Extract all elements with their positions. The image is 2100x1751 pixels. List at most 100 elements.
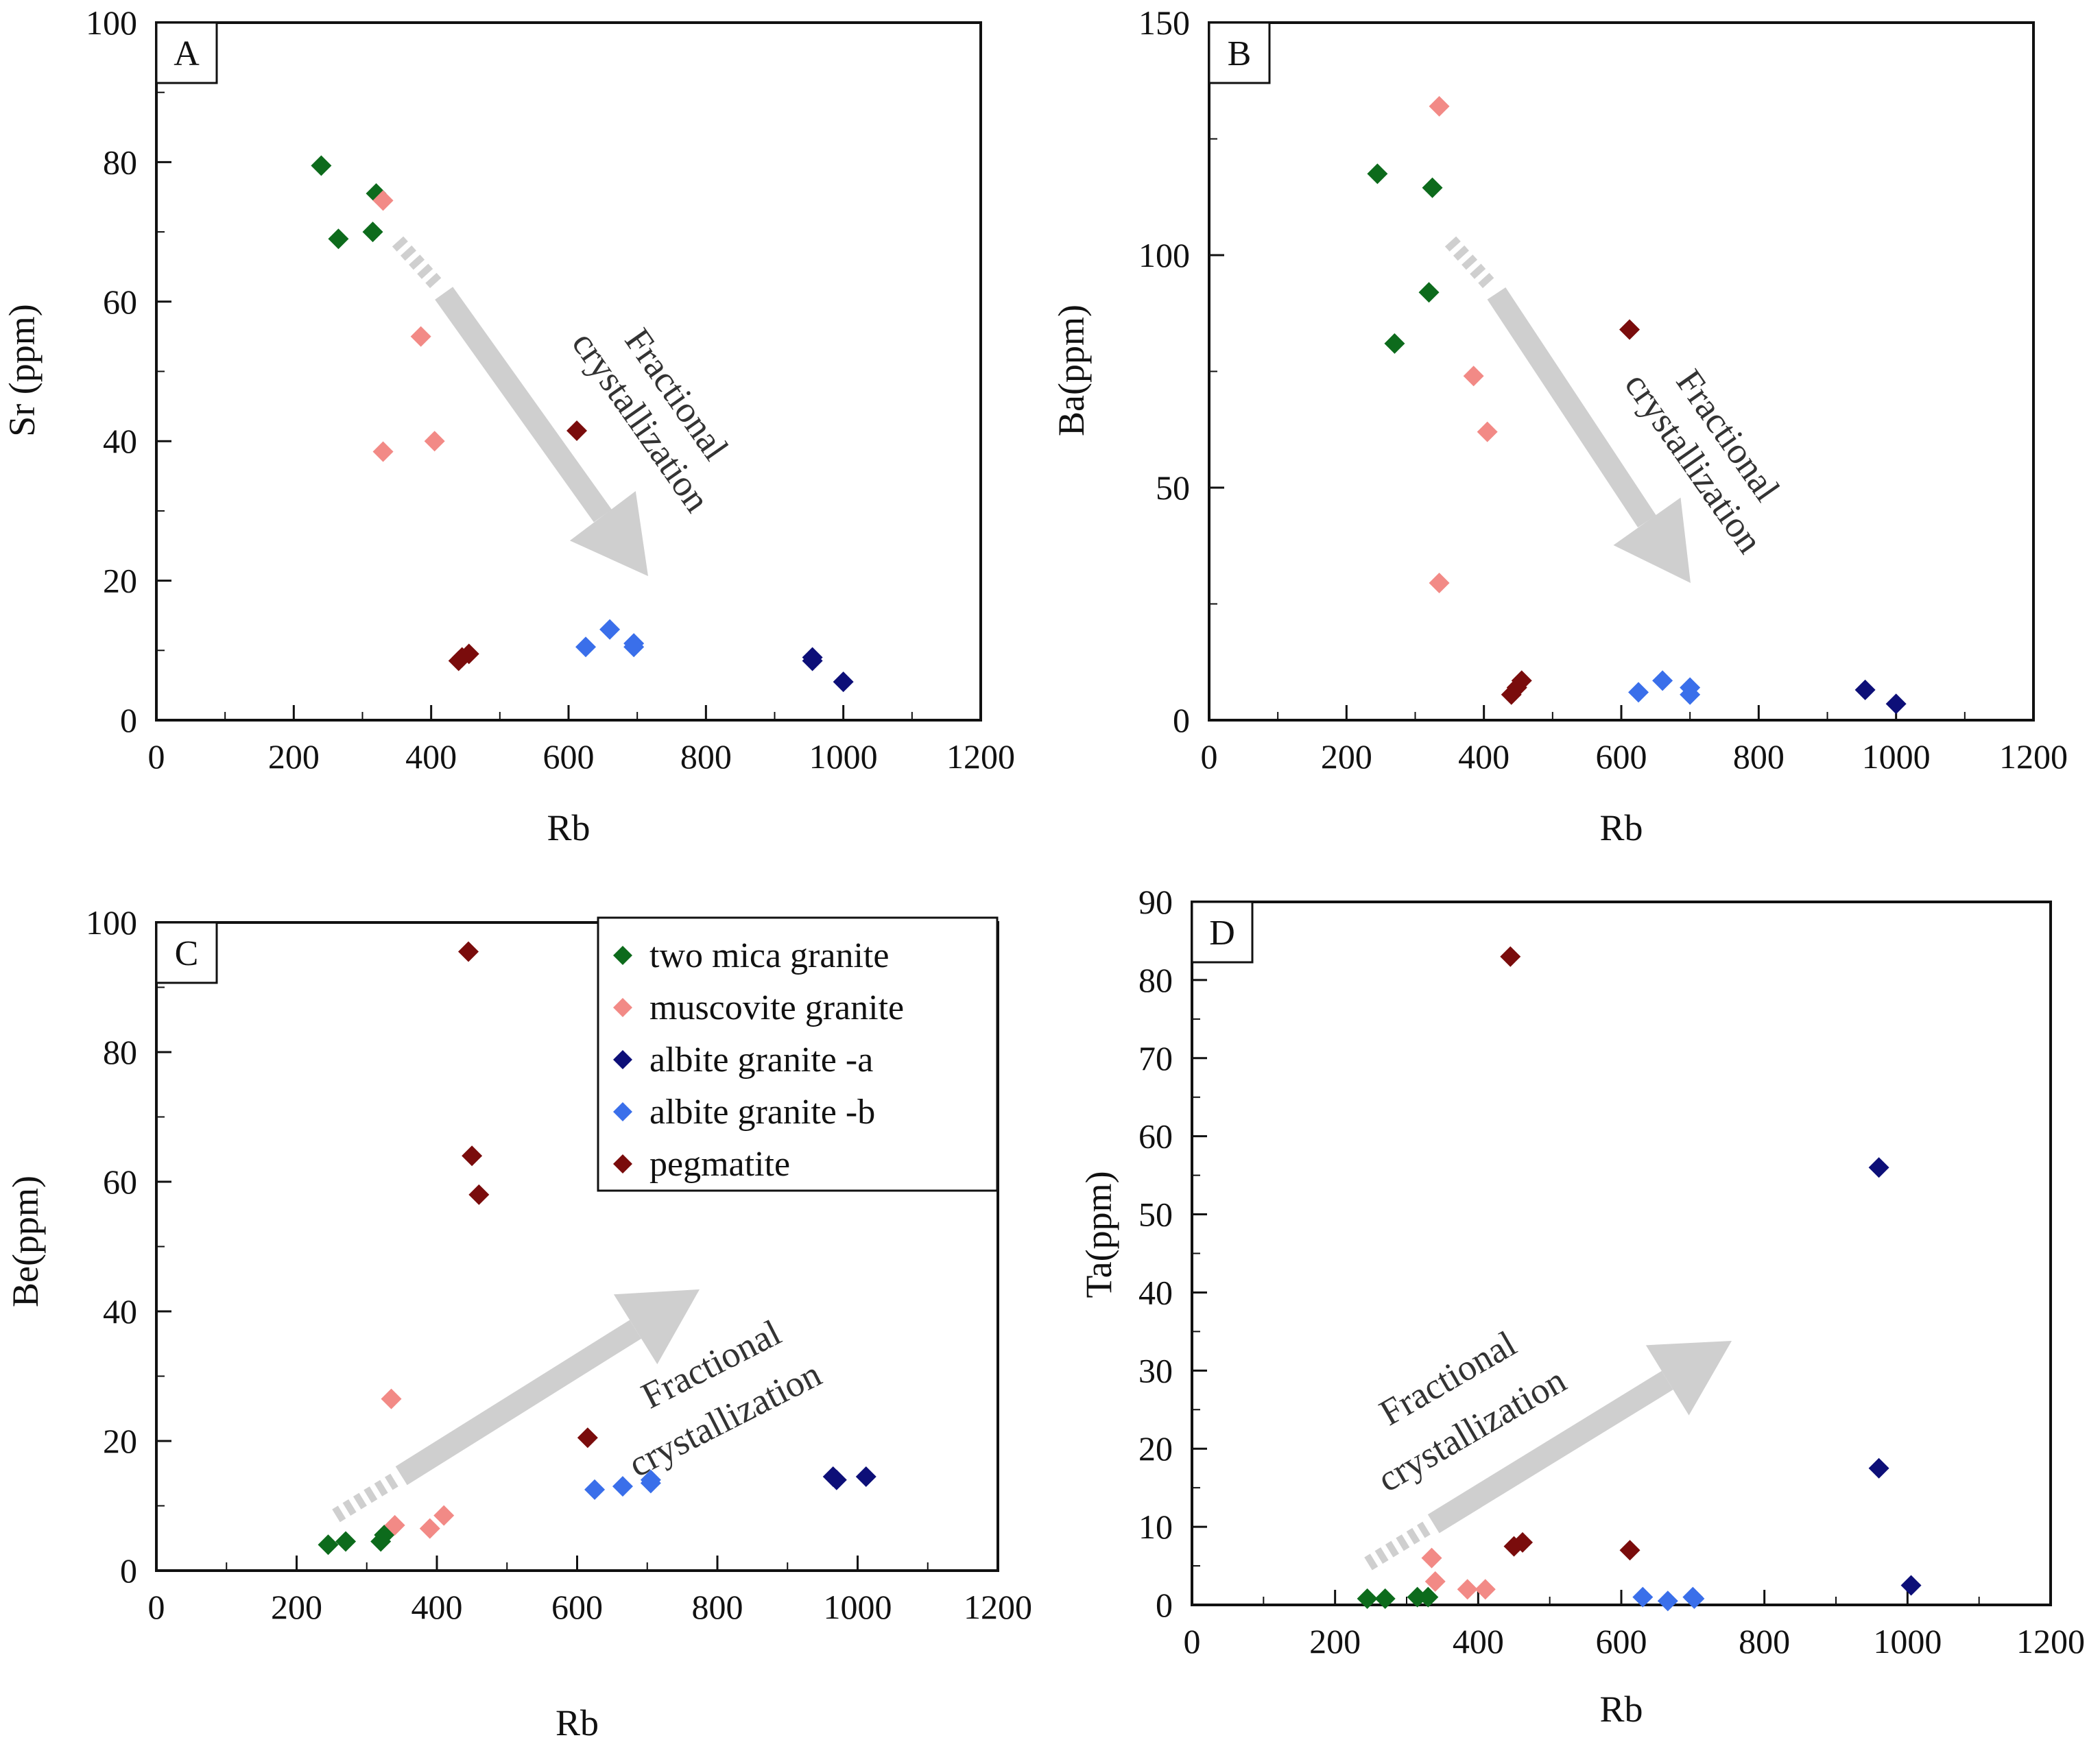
legend-entry-albite-granite-a: albite granite -a bbox=[613, 1040, 873, 1080]
data-point-two-mica bbox=[1384, 333, 1405, 354]
data-point-two-mica bbox=[1418, 1586, 1439, 1608]
legend-label-albite-granite-a: albite granite -a bbox=[649, 1040, 873, 1080]
y-tick-label: 60 bbox=[103, 283, 137, 321]
data-point-albite-a bbox=[802, 650, 823, 671]
x-tick-label: 1200 bbox=[1999, 737, 2068, 776]
panel-b: 0 200 400 600 800 1000 1200 0 50 100 150 B Rb Ba(p… bbox=[1051, 3, 2068, 848]
y-tick-label: 20 bbox=[103, 562, 137, 600]
trend-arrow-tail bbox=[392, 236, 445, 292]
data-point-muscovite bbox=[372, 190, 394, 211]
data-point-muscovite bbox=[1424, 1571, 1446, 1592]
panel-a-ticks: 0 200 400 600 800 1000 1200 0 20 40 60 80 100 bbox=[86, 3, 1015, 776]
y-tick-label: 80 bbox=[103, 1033, 137, 1071]
x-tick-label: 400 bbox=[1453, 1622, 1504, 1660]
data-point-muscovite bbox=[372, 441, 394, 462]
trend-arrow-shaft bbox=[435, 287, 612, 523]
data-point-pegmatite bbox=[458, 643, 479, 665]
panel-d-xlabel: Rb bbox=[1599, 1689, 1643, 1730]
y-tick-label: 150 bbox=[1138, 3, 1190, 42]
trend-arrow-head bbox=[569, 491, 648, 576]
y-tick-label: 40 bbox=[103, 422, 137, 460]
data-point-pegmatite bbox=[462, 1145, 483, 1167]
legend-marker-two-mica-granite bbox=[613, 946, 632, 965]
y-tick-label: 10 bbox=[1138, 1508, 1173, 1546]
x-tick-label: 0 bbox=[1184, 1622, 1201, 1660]
data-point-albite-b bbox=[1628, 682, 1649, 703]
panel-d-ticks: 0 200 400 600 800 1000 1200 0 10 20 30 40 50 60 70 80 90 bbox=[1138, 883, 2085, 1660]
data-point-pegmatite bbox=[566, 420, 588, 441]
data-point-muscovite bbox=[1429, 96, 1450, 117]
data-point-pegmatite bbox=[458, 941, 479, 962]
legend-marker-pegmatite bbox=[613, 1154, 632, 1174]
trend-arrow-head bbox=[1613, 497, 1691, 583]
data-point-albite-b bbox=[584, 1479, 606, 1500]
panel-c-letter-box: C bbox=[155, 921, 218, 984]
x-tick-label: 1000 bbox=[809, 737, 878, 776]
panel-a: 0 200 400 600 800 1000 1200 0 20 40 60 80 100 A Rb S… bbox=[1, 3, 1015, 848]
data-point-two-mica bbox=[1407, 1586, 1428, 1608]
legend-marker-albite-granite-a bbox=[613, 1050, 632, 1069]
data-point-two-mica bbox=[318, 1534, 339, 1556]
legend: two mica granite muscovite granite albit… bbox=[597, 916, 999, 1192]
legend-entry-two-mica-granite: two mica granite bbox=[613, 936, 889, 975]
data-point-two-mica bbox=[1357, 1588, 1378, 1609]
panel-d: 0 200 400 600 800 1000 1200 0 10 20 30 40 50 60 70 80 90… bbox=[1078, 883, 2085, 1730]
x-tick-label: 200 bbox=[1321, 737, 1372, 776]
y-tick-label: 50 bbox=[1156, 468, 1190, 507]
x-tick-label: 0 bbox=[148, 737, 165, 776]
panel-a-letter-box: A bbox=[155, 21, 218, 84]
data-point-muscovite bbox=[419, 1518, 440, 1539]
data-point-pegmatite bbox=[1619, 319, 1640, 340]
y-tick-label: 0 bbox=[1156, 1586, 1173, 1624]
x-tick-label: 400 bbox=[405, 737, 457, 776]
panel-a-trend-arrow bbox=[392, 236, 648, 576]
trend-arrow-shaft bbox=[1487, 287, 1656, 528]
data-point-albite-a bbox=[1900, 1575, 1922, 1596]
data-point-albite-b bbox=[575, 636, 597, 658]
x-tick-label: 800 bbox=[1739, 1622, 1790, 1660]
y-tick-label: 40 bbox=[1138, 1273, 1173, 1311]
data-point-two-mica bbox=[1422, 177, 1443, 198]
data-point-albite-a bbox=[855, 1466, 876, 1487]
legend-frame bbox=[597, 916, 999, 1192]
data-point-muscovite bbox=[1463, 366, 1484, 387]
panel-d-frame bbox=[1191, 901, 2052, 1606]
panel-a-frame bbox=[155, 21, 982, 722]
legend-label-pegmatite: pegmatite bbox=[649, 1145, 790, 1184]
panel-c: 0 200 400 600 800 1000 1200 0 20 40 60 80 100 C Rb B… bbox=[5, 903, 1032, 1743]
panel-d-letter: D bbox=[1209, 914, 1235, 953]
y-tick-label: 20 bbox=[1138, 1429, 1173, 1468]
data-point-albite-b bbox=[1652, 670, 1673, 691]
legend-label-muscovite-granite: muscovite granite bbox=[649, 988, 904, 1027]
panel-b-points bbox=[1367, 96, 1907, 715]
data-point-pegmatite bbox=[577, 1427, 598, 1449]
panel-c-trend-arrow bbox=[332, 1289, 700, 1523]
panel-b-frame bbox=[1208, 21, 2035, 722]
data-point-albite-a bbox=[1868, 1457, 1889, 1479]
panel-b-trend-arrow bbox=[1444, 236, 1691, 583]
data-point-albite-b bbox=[1684, 1588, 1705, 1609]
data-point-albite-b bbox=[1680, 684, 1701, 705]
x-tick-label: 0 bbox=[1201, 737, 1218, 776]
y-tick-label: 60 bbox=[103, 1163, 137, 1201]
data-point-muscovite bbox=[1429, 572, 1450, 593]
legend-entry-pegmatite: pegmatite bbox=[613, 1145, 790, 1184]
panel-c-points bbox=[318, 941, 876, 1556]
x-tick-label: 800 bbox=[692, 1588, 743, 1626]
panel-d-letter-box: D bbox=[1191, 901, 1254, 964]
panel-a-points bbox=[311, 155, 854, 693]
x-tick-label: 600 bbox=[1596, 737, 1647, 776]
data-point-albite-a bbox=[826, 1469, 847, 1490]
trend-arrow-head bbox=[1645, 1341, 1732, 1416]
panel-c-xlabel: Rb bbox=[556, 1702, 599, 1743]
y-tick-label: 0 bbox=[120, 1551, 137, 1590]
data-point-two-mica bbox=[362, 222, 383, 243]
legend-marker-albite-granite-b bbox=[613, 1102, 632, 1121]
legend-entry-albite-granite-b: albite granite -b bbox=[613, 1093, 875, 1132]
panel-b-ylabel: Ba(ppm) bbox=[1051, 305, 1092, 436]
x-tick-label: 0 bbox=[148, 1588, 165, 1626]
data-point-albite-a bbox=[1868, 1157, 1889, 1178]
x-tick-label: 600 bbox=[543, 737, 595, 776]
data-point-albite-b bbox=[1632, 1586, 1654, 1608]
